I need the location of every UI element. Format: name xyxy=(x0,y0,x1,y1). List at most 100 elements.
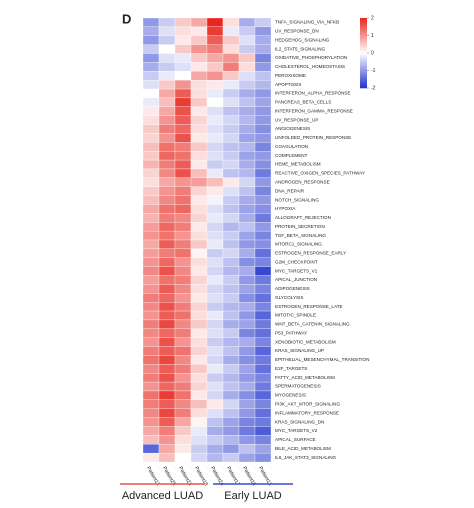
heatmap-cell xyxy=(142,408,160,418)
colorbar-segment xyxy=(360,30,367,33)
heatmap-cell xyxy=(174,53,192,63)
heatmap-cell xyxy=(206,17,224,28)
heatmap-cell xyxy=(254,364,272,374)
heatmap-cell xyxy=(174,257,192,267)
heatmap-cell xyxy=(254,159,272,170)
heatmap-cell xyxy=(174,399,192,409)
heatmap-cell xyxy=(174,355,192,365)
heatmap-cell xyxy=(238,44,256,54)
heatmap-cell xyxy=(222,71,240,81)
heatmap-cell xyxy=(206,35,224,45)
heatmap-cell xyxy=(174,381,192,392)
heatmap-cell xyxy=(190,80,208,90)
heatmap-cell xyxy=(174,452,192,463)
heatmap-cell xyxy=(206,248,224,258)
row-label: MYOGENESIS xyxy=(275,393,306,398)
panel-label: D xyxy=(122,11,131,26)
heatmap-cell xyxy=(254,293,272,303)
heatmap-cell xyxy=(206,373,224,383)
heatmap-cell xyxy=(158,142,176,152)
heatmap-cell xyxy=(142,186,160,196)
heatmap-cell xyxy=(254,115,272,125)
heatmap-cell xyxy=(254,35,272,45)
heatmap-cell xyxy=(174,115,192,125)
row-label: APOPTOSIS xyxy=(275,82,301,87)
colorbar-tick-label: -2 xyxy=(371,85,376,91)
heatmap-cell xyxy=(222,417,240,427)
heatmap-cell xyxy=(174,26,192,36)
heatmap-cell xyxy=(158,310,176,321)
heatmap-cell xyxy=(158,230,176,241)
heatmap-cell xyxy=(190,151,208,161)
heatmap-cell xyxy=(222,62,240,72)
heatmap-cell xyxy=(254,133,272,143)
heatmap-cell xyxy=(222,284,240,294)
heatmap-cell xyxy=(190,62,208,72)
heatmap-cell xyxy=(174,133,192,143)
row-label: TGF_BETA_SIGNALING xyxy=(275,233,326,238)
heatmap-cell xyxy=(222,337,240,347)
row-label: XENOBIOTIC_METABOLISM xyxy=(275,339,336,344)
row-label: WNT_BETA_CATENIN_SIGNALING xyxy=(275,322,350,327)
heatmap-cell xyxy=(158,275,176,285)
heatmap-cell xyxy=(158,248,176,258)
heatmap-cell xyxy=(158,390,176,400)
heatmap-cell xyxy=(142,417,160,427)
heatmap-cell xyxy=(190,44,208,54)
heatmap-cell xyxy=(174,71,192,81)
heatmap-cell xyxy=(254,186,272,196)
heatmap-cell xyxy=(158,444,176,454)
heatmap-cell xyxy=(190,222,208,232)
heatmap-cell xyxy=(254,53,272,63)
heatmap-cell xyxy=(206,293,224,303)
row-label: PANCREAS_BETA_CELLS xyxy=(275,100,331,105)
row-label: SPERMATOGENESIS xyxy=(275,384,321,389)
row-label: HEDGEHOG_SIGNALING xyxy=(275,37,330,42)
heatmap-cell xyxy=(190,71,208,81)
heatmap-cell xyxy=(206,426,224,436)
heatmap-cell xyxy=(158,44,176,54)
row-label: HYPOXIA xyxy=(275,206,296,211)
heatmap-cell xyxy=(222,230,240,241)
heatmap-cell xyxy=(142,124,160,134)
heatmap-cell xyxy=(158,195,176,205)
heatmap-cell xyxy=(254,310,272,321)
heatmap-cell xyxy=(190,213,208,223)
heatmap-cell xyxy=(254,257,272,267)
heatmap-cell xyxy=(206,328,224,338)
heatmap-cell xyxy=(238,444,256,454)
colorbar-segment xyxy=(360,40,367,43)
heatmap-cell xyxy=(158,80,176,90)
colorbar-segment xyxy=(360,21,367,24)
heatmap-cell xyxy=(238,222,256,232)
colorbar-segment xyxy=(360,19,367,22)
heatmap-cell xyxy=(158,373,176,383)
heatmap-cell xyxy=(254,417,272,427)
heatmap-cell xyxy=(222,293,240,303)
heatmap-cell xyxy=(206,275,224,285)
heatmap-cell xyxy=(254,328,272,338)
heatmap-cell xyxy=(142,213,160,223)
heatmap-cell xyxy=(174,373,192,383)
row-label: INTERFERON_ALPHA_RESPONSE xyxy=(275,91,351,96)
heatmap-cell xyxy=(142,26,160,36)
heatmap-cell xyxy=(142,381,160,392)
heatmap-cell xyxy=(174,17,192,28)
heatmap-cell xyxy=(206,284,224,294)
heatmap-cell xyxy=(158,177,176,187)
heatmap-cell xyxy=(222,115,240,125)
heatmap-cell xyxy=(142,88,160,99)
colorbar-segment xyxy=(360,72,367,75)
heatmap-cell xyxy=(206,133,224,143)
heatmap-cell xyxy=(158,222,176,232)
colorbar-segment xyxy=(360,65,367,68)
row-label: E2F_TARGETS xyxy=(275,366,307,371)
colorbar-tick-label: 2 xyxy=(371,15,374,21)
heatmap-cell xyxy=(222,408,240,418)
heatmap-cell xyxy=(238,355,256,365)
heatmap-cell xyxy=(222,310,240,321)
heatmap-cell xyxy=(190,239,208,250)
heatmap-cell xyxy=(254,213,272,223)
heatmap-cell xyxy=(190,133,208,143)
row-label: TNFA_SIGNALING_VIA_NFKB xyxy=(275,20,339,25)
